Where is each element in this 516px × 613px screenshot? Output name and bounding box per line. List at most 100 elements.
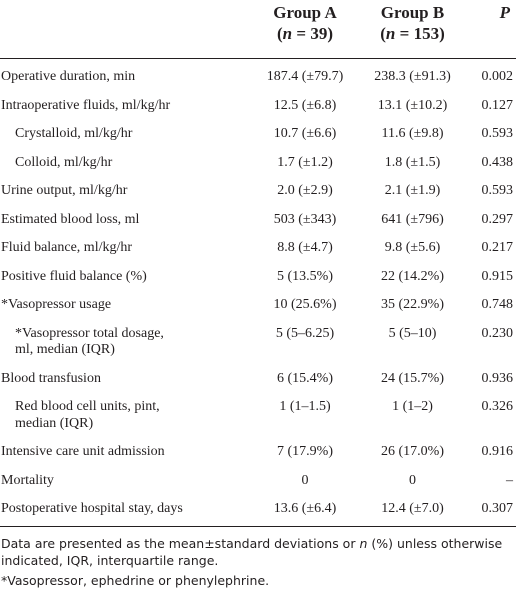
row-label: Positive fluid balance (%) [1,268,147,284]
header-name: Group B [380,3,445,22]
table-cell: 7 (17.9%) [277,444,333,459]
table-cell: 5 (5–6.25) [275,325,335,341]
footnote: *Vasopressor, ephedrine or phenylephrine… [1,572,514,589]
row-label: *Vasopressor total dosage, ml, median (IQ… [0,320,255,365]
table-row: Positive fluid balance (%) 5 (13.5%) 22 (1… [0,263,516,292]
table-cell: 0.916 [481,444,514,459]
table-cell: 0.748 [481,297,514,312]
table-cell: 2.0 (±2.9) [277,183,333,198]
table-cell: 22 (14.2%) [381,268,444,284]
table-cell: 0.326 [481,399,514,414]
table-cell: 12.5 (±6.8) [273,97,337,113]
table-cell: 0.297 [481,211,514,227]
table-cell: 503 (±343) [273,211,337,227]
table-row: Intensive care unit admission 7 (17.9%) 26… [0,438,516,467]
row-label-line: median (IQR) [15,415,94,431]
header-name: Group A [273,3,337,22]
table-cell: 9.8 (±5.6) [384,240,441,255]
table-row: *Vasopressor total dosage, ml, median (IQ… [0,320,516,365]
row-label: Blood transfusion [1,370,101,386]
row-label: Intensive care unit admission [1,444,165,459]
table-cell: 641 (±796) [381,211,444,227]
table-row: Estimated blood loss, ml 503 (±343) 641 (±… [0,206,516,235]
row-label: Fluid balance, ml/kg/hr [1,240,133,255]
table-row: Fluid balance, ml/kg/hr 8.8 (±4.7) 9.8 (±5… [0,234,516,263]
row-label: Red blood cell units, pint, median (IQR) [0,393,255,438]
table-cell: 0 [301,472,309,488]
header-cell [0,0,255,59]
row-label-line: ml, median (IQR) [15,342,115,357]
table-cell: – [506,472,513,488]
row-label-line: *Vasopressor total dosage, [15,325,164,341]
table-row: Crystalloid, ml/kg/hr 10.7 (±6.6) 11.6 (±9… [0,120,516,149]
header-n: ( [380,24,386,43]
table-cell: 12.4 (±7.0) [355,495,470,527]
header-n: = 39) [292,24,333,43]
table-cell: 11.6 (±9.8) [381,126,444,141]
row-label: Postoperative hospital stay, days [0,495,255,527]
table-cell: 13.1 (±10.2) [377,97,448,113]
row-label: Estimated blood loss, ml [1,211,140,227]
table-cell: 1 (1–1.5) [279,399,331,414]
table-cell: 0.915 [481,268,514,284]
row-label: Colloid, ml/kg/hr [15,154,113,170]
header-cell: Group B (n = 153) [355,0,470,59]
row-label: Operative duration, min [1,69,136,84]
footnote: Data are presented as the mean±standard … [1,535,514,569]
table-cell: 1 (1–2) [392,399,433,414]
table-cell: 0.127 [481,97,514,113]
row-label: Urine output, ml/kg/hr [1,183,128,198]
table-cell: 0.593 [481,183,514,198]
table-row: *Vasopressor usage 10 (25.6%) 35 (22.9%) 0.… [0,291,516,320]
table-cell: 6 (15.4%) [277,370,333,386]
table-cell: 35 (22.9%) [381,297,444,312]
header-n: n [385,24,396,43]
table-row: Urine output, ml/kg/hr 2.0 (±2.9) 2.1 (±1.… [0,177,516,206]
header-name: P [499,3,510,22]
footnotes: Data are presented as the mean±standard … [0,527,516,589]
table-cell: 1.8 (±1.5) [384,154,441,170]
data-table: Group A (n = 39) Group B (n = 153) P Operati… [0,0,516,527]
table-cell: 26 (17.0%) [381,444,444,459]
row-label: *Vasopressor usage [1,297,112,312]
table-cell: 13.6 (±6.4) [255,495,355,527]
table-cell: 0.438 [481,154,514,170]
table-cell: 0.217 [481,240,514,255]
table-row: Colloid, ml/kg/hr 1.7 (±1.2) 1.8 (±1.5) 0.4… [0,149,516,178]
table-body: Operative duration, min 187.4 (±79.7) 238.… [0,59,516,527]
table-cell: 0.936 [481,370,514,386]
table-row: Intraoperative fluids, ml/kg/hr 12.5 (±6.… [0,92,516,121]
footnote-text: *Vasopressor, ephedrine or phenylephrine… [1,572,270,588]
table-cell: 0.002 [481,69,514,84]
table-row: Red blood cell units, pint, median (IQR) 1… [0,393,516,438]
table-cell: 187.4 (±79.7) [266,69,344,84]
table-row: Blood transfusion 6 (15.4%) 24 (15.7%) 0.93… [0,365,516,394]
header-n: = 153) [395,24,445,43]
row-label: Mortality [1,472,54,488]
table-cell: 2.1 (±1.9) [384,183,441,198]
table-cell: 0.307 [470,495,516,527]
table-cell: 238.3 (±91.3) [374,69,451,84]
footnote-text: n [359,535,368,551]
table-cell: 8.8 (±4.7) [277,240,333,255]
header-cell: Group A (n = 39) [255,0,355,59]
table-cell: 0 [409,472,416,488]
header-row: Group A (n = 39) Group B (n = 153) P [0,0,516,59]
table-cell: 5 (5–10) [388,325,437,341]
table-cell: 1.7 (±1.2) [277,154,333,170]
table-row: Mortality 0 0 – [0,467,516,496]
table-cell: 24 (15.7%) [381,370,444,386]
table-cell: 10 (25.6%) [273,297,337,312]
row-label-line: Red blood cell units, pint, [15,399,160,414]
table-cell: 10.7 (±6.6) [273,126,337,141]
table-row: Operative duration, min 187.4 (±79.7) 238.… [0,59,516,92]
footnote-text: (%) unless otherwise indicated, IQR, int… [1,535,503,568]
table-cell: 0.593 [481,126,514,141]
header-n: n [282,24,293,43]
row-label: Intraoperative fluids, ml/kg/hr [1,97,171,113]
header-n: ( [277,24,283,43]
table-row: Postoperative hospital stay, days 13.6 (±… [0,495,516,527]
row-label: Crystalloid, ml/kg/hr [15,126,133,141]
header-cell: P [470,0,516,59]
